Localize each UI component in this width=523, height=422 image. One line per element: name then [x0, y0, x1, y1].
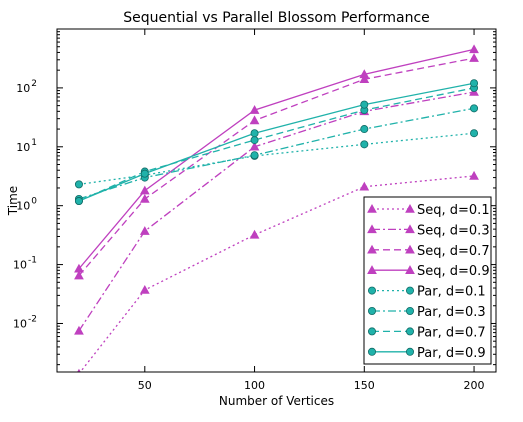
- y-axis-label: Time: [6, 186, 20, 216]
- data-point: [360, 100, 369, 109]
- data-point: [249, 105, 260, 114]
- data-point: [470, 79, 479, 88]
- legend-label: Seq, d=0.3: [417, 223, 490, 238]
- data-point: [139, 284, 150, 294]
- data-point: [359, 69, 370, 79]
- data-point: [469, 44, 479, 54]
- legend-item: Par, d=0.3: [367, 305, 486, 320]
- y-tick-label: 102: [16, 79, 37, 95]
- series-seq-d-0-9: [74, 44, 479, 273]
- x-tick-label: 100: [244, 379, 265, 392]
- data-point: [359, 74, 370, 84]
- y-tick-exponent: 1: [31, 138, 37, 148]
- legend-item: Par, d=0.1: [367, 285, 486, 300]
- y-tick-exponent: -2: [28, 314, 37, 324]
- legend-marker: [367, 265, 377, 274]
- legend-item: Seq, d=0.1: [367, 203, 490, 218]
- data-point: [250, 129, 259, 138]
- legend-marker: [367, 203, 377, 213]
- data-point: [74, 197, 83, 206]
- x-tick-label: 150: [354, 379, 375, 392]
- series-line: [78, 82, 475, 202]
- legend-label: Seq, d=0.7: [417, 244, 490, 259]
- data-point: [360, 125, 369, 134]
- data-point: [74, 270, 84, 280]
- legend-marker: [405, 224, 415, 234]
- legend-label: Par, d=0.7: [417, 325, 486, 340]
- y-tick-label: 10-1: [13, 256, 37, 272]
- legend-marker: [405, 265, 415, 274]
- legend-marker: [405, 327, 414, 336]
- data-point: [249, 141, 260, 151]
- series-par-d-0-3: [74, 104, 479, 203]
- data-point: [360, 140, 369, 149]
- legend-item: Seq, d=0.7: [367, 244, 490, 259]
- legend-marker: [367, 347, 376, 356]
- series-seq-d-0-7: [74, 53, 479, 280]
- y-tick-label: 10-2: [13, 314, 37, 330]
- series-line: [78, 87, 475, 202]
- x-tick-label: 50: [138, 379, 152, 392]
- data-point: [469, 170, 479, 180]
- data-point: [139, 193, 150, 203]
- legend-marker: [405, 306, 414, 315]
- legend-marker: [367, 306, 376, 315]
- data-point: [74, 263, 84, 273]
- y-tick-label: 101: [16, 138, 37, 154]
- series-layer: [74, 44, 479, 372]
- legend-marker: [367, 327, 376, 336]
- legend-item: Par, d=0.9: [367, 346, 486, 361]
- data-point: [249, 115, 260, 125]
- data-point: [74, 180, 83, 189]
- series-line: [79, 175, 475, 372]
- legend-box: [363, 196, 492, 365]
- data-point: [139, 226, 150, 235]
- series-par-d-0-9: [74, 79, 479, 206]
- data-point: [250, 151, 259, 160]
- legend-item: Seq, d=0.9: [367, 264, 490, 279]
- legend-label: Par, d=0.9: [417, 346, 486, 361]
- series-line: [78, 107, 475, 200]
- data-point: [139, 185, 150, 195]
- data-point: [74, 325, 84, 335]
- data-point: [359, 181, 370, 191]
- data-point: [470, 104, 479, 113]
- y-tick-label: 100: [16, 197, 37, 213]
- y-tick-exponent: 2: [31, 79, 37, 89]
- legend-marker: [367, 244, 377, 254]
- legend-marker: [405, 286, 414, 295]
- data-point: [250, 136, 259, 145]
- series-par-d-0-1: [74, 129, 479, 189]
- data-point: [249, 229, 260, 239]
- y-tick-exponent: 0: [31, 197, 37, 207]
- legend-marker: [405, 203, 415, 213]
- plot-frame: [56, 28, 497, 373]
- series-seq-d-0-1: [77, 170, 479, 372]
- data-point: [469, 53, 479, 62]
- legend-label: Par, d=0.3: [417, 305, 486, 320]
- legend-label: Seq, d=0.1: [417, 203, 490, 218]
- legend-label: Seq, d=0.9: [417, 264, 490, 279]
- x-axis-label: Number of Vertices: [219, 394, 334, 408]
- y-tick-exponent: -1: [28, 256, 37, 266]
- chart-title: Sequential vs Parallel Blossom Performan…: [123, 10, 430, 26]
- data-point: [470, 129, 479, 138]
- x-tick-label: 200: [464, 379, 485, 392]
- legend-marker: [405, 347, 414, 356]
- data-point: [77, 368, 81, 372]
- legend-marker: [405, 244, 415, 254]
- legend-marker: [367, 224, 377, 234]
- legend-marker: [367, 286, 376, 295]
- series-line: [78, 132, 475, 186]
- legend-item: Par, d=0.7: [367, 325, 486, 340]
- legend-item: Seq, d=0.3: [367, 223, 490, 238]
- legend: Seq, d=0.1 Seq, d=0.3 Seq, d=0.7 Seq, d=0.9…: [363, 196, 492, 365]
- legend-label: Par, d=0.1: [417, 285, 486, 300]
- data-point: [140, 169, 149, 178]
